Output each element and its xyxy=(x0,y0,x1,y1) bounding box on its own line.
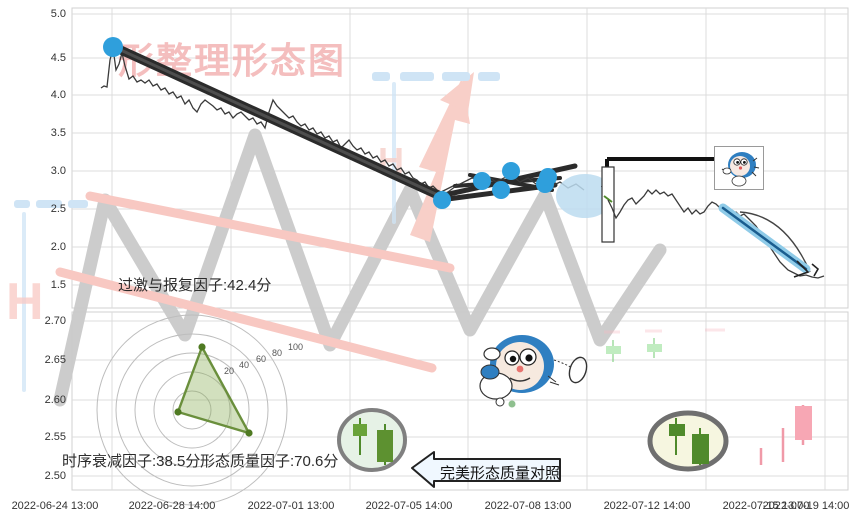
blue-vertical-bar-left xyxy=(22,212,26,392)
cartoon-character-small-icon xyxy=(721,152,760,187)
radar-tick-20: 20 xyxy=(224,366,235,376)
blue-dash-decor-4 xyxy=(478,72,500,81)
y-tick-price-2: 4.0 xyxy=(50,89,66,101)
y-tick-price-3: 3.5 xyxy=(50,127,66,139)
candle-green-b xyxy=(377,424,393,465)
candle-green-d xyxy=(692,428,709,465)
y-tick-detail-1: 2.65 xyxy=(44,354,66,366)
y-tick-price-0: 5.0 xyxy=(50,8,66,20)
blue-dash-decor-2 xyxy=(400,72,434,81)
perfect-shape-callout-label: 完美形态质量对照 xyxy=(440,465,561,482)
x-tick-0: 2022-06-24 13:00 xyxy=(11,500,99,512)
candle-faint-pink-row xyxy=(604,328,725,334)
marker-point-2 xyxy=(433,191,451,209)
marker-point-1 xyxy=(103,37,123,57)
chart-watermark: 形整理形态图 xyxy=(118,40,347,81)
y-tick-detail-0: 2.70 xyxy=(44,315,66,327)
candle-green-a xyxy=(353,418,367,455)
blue-dash-decor-7 xyxy=(68,200,88,208)
blue-dash-decor-1 xyxy=(372,72,390,81)
x-tick-3: 2022-07-05 14:00 xyxy=(365,500,453,512)
marker-point-5 xyxy=(492,181,510,199)
radar-tick-100: 100 xyxy=(288,342,304,352)
candle-faint-1 xyxy=(606,340,621,362)
radar-tick-80: 80 xyxy=(272,348,283,358)
blue-dash-decor-5 xyxy=(14,200,30,208)
x-tick-6: 2022-07-15 13:00 xyxy=(722,500,810,512)
candle-faint-2 xyxy=(647,338,662,358)
x-tick-5: 2022-07-12 14:00 xyxy=(603,500,691,512)
candle-green-c xyxy=(669,418,685,455)
y-tick-detail-4: 2.50 xyxy=(44,470,66,482)
blue-vertical-bar-mid xyxy=(392,82,396,224)
overreaction-factor-label: 过激与报复因子:42.4分 xyxy=(118,277,272,294)
y-tick-price-6: 2.0 xyxy=(50,241,66,253)
x-tick-2: 2022-07-01 13:00 xyxy=(247,500,335,512)
y-tick-detail-2: 2.60 xyxy=(44,394,66,406)
y-tick-price-4: 3.0 xyxy=(50,165,66,177)
x-tick-4: 2022-07-08 13:00 xyxy=(484,500,572,512)
y-tick-price-5: 2.5 xyxy=(50,203,66,215)
watermark-h-left: H xyxy=(6,273,44,331)
marker-point-3 xyxy=(473,172,491,190)
y-tick-price-1: 4.5 xyxy=(50,52,66,64)
x-tick-1: 2022-06-28 14:00 xyxy=(128,500,216,512)
radar-tick-60: 60 xyxy=(256,354,267,364)
shape-quality-factor-label: 形态质量因子:70.6分 xyxy=(200,453,339,470)
y-tick-price-7: 1.5 xyxy=(50,279,66,291)
x-tick-7: 2022-07-19 14:00 xyxy=(762,500,850,512)
blue-dash-decor-6 xyxy=(36,200,62,208)
blue-dash-decor-3 xyxy=(442,72,470,81)
marker-point-4 xyxy=(502,162,520,180)
marker-point-7 xyxy=(539,168,557,186)
character-thumbnail-box[interactable] xyxy=(714,146,764,190)
time-decay-factor-label: 时序衰减因子:38.5分 xyxy=(62,453,201,470)
radar-tick-40: 40 xyxy=(239,360,250,370)
y-tick-detail-3: 2.55 xyxy=(44,431,66,443)
candle-red-3 xyxy=(795,405,812,445)
